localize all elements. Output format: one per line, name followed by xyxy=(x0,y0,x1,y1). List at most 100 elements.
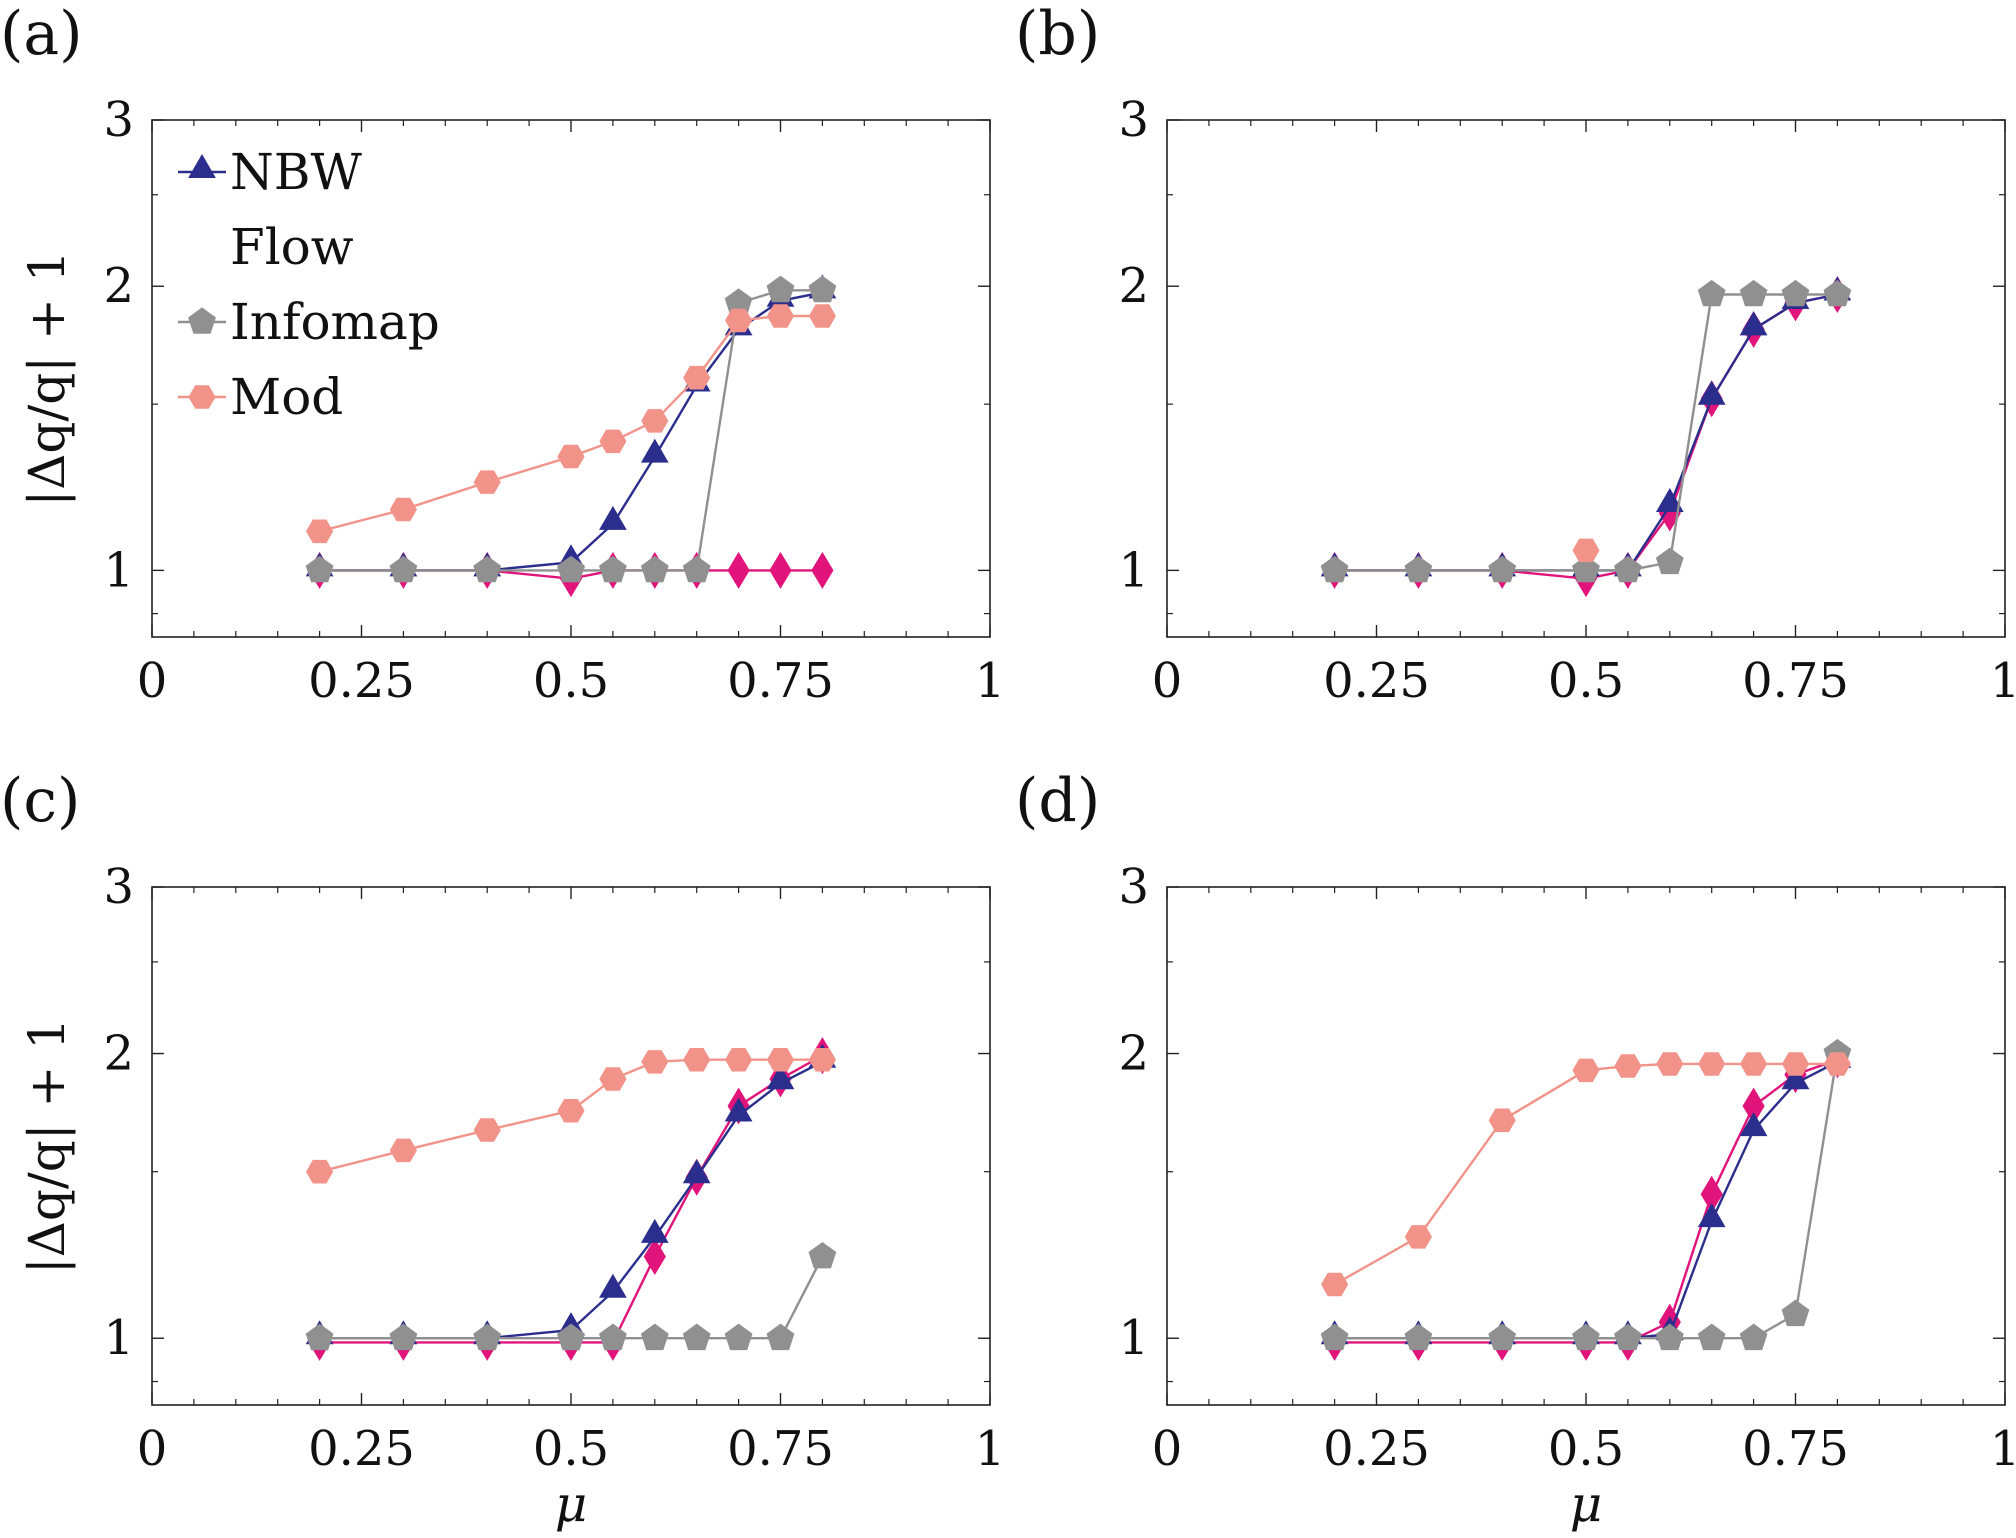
series-line-infomap xyxy=(1334,293,1838,572)
series-line-mod xyxy=(319,314,823,533)
panel-label: (c) xyxy=(0,766,80,836)
y-tick-label: 2 xyxy=(1118,1026,1149,1082)
series-mod xyxy=(306,304,836,544)
data-point-infomap xyxy=(1320,1323,1349,1351)
x-tick-label: 0 xyxy=(137,653,168,709)
series-line-mod xyxy=(1334,1062,1838,1286)
series-nbw xyxy=(1320,1043,1852,1345)
series-line-mod xyxy=(319,1058,823,1173)
series-line-flow xyxy=(319,1054,823,1344)
data-point-infomap xyxy=(1488,555,1517,583)
y-tick-label: 1 xyxy=(1118,1310,1149,1366)
data-point-infomap xyxy=(389,1323,418,1351)
legend-marker-infomap xyxy=(188,307,216,334)
data-point-mod xyxy=(1740,1052,1768,1076)
data-point-infomap xyxy=(599,555,627,583)
x-tick-label: 0.25 xyxy=(1323,653,1430,709)
x-tick-label: 0.25 xyxy=(308,653,415,709)
data-point-mod xyxy=(306,519,334,544)
data-point-mod xyxy=(1572,1058,1600,1083)
x-tick-label: 0 xyxy=(1152,653,1183,709)
x-tick-label: 1 xyxy=(1990,1421,2016,1477)
data-point-nbw xyxy=(1697,380,1726,405)
data-point-mod xyxy=(389,1138,417,1163)
data-point-mod xyxy=(599,1067,627,1091)
data-point-infomap xyxy=(389,555,418,583)
series-nbw xyxy=(305,1043,837,1345)
x-tick-label: 0.75 xyxy=(1742,653,1849,709)
data-point-mod xyxy=(808,1048,836,1072)
series-nbw xyxy=(1320,276,1852,577)
data-point-mod xyxy=(473,1118,501,1142)
series-infomap xyxy=(305,1241,837,1351)
y-tick-label: 2 xyxy=(103,1026,134,1082)
x-axis-label: μ xyxy=(555,1475,588,1533)
data-point-infomap xyxy=(1572,1323,1600,1351)
data-point-nbw xyxy=(1781,1065,1810,1090)
data-point-nbw xyxy=(766,1065,795,1090)
series-line-infomap xyxy=(1334,1053,1839,1340)
series-mod xyxy=(1321,1052,1851,1297)
legend-label-mod: Mod xyxy=(230,368,343,426)
data-point-flow xyxy=(727,551,750,589)
data-point-nbw xyxy=(1655,488,1684,512)
data-point-infomap xyxy=(473,1323,502,1351)
panel-label: (a) xyxy=(0,0,83,69)
data-point-nbw xyxy=(682,1159,711,1184)
x-axis-label: μ xyxy=(1570,1475,1603,1533)
data-point-infomap xyxy=(682,555,711,583)
x-tick-label: 0.75 xyxy=(727,1421,834,1477)
series-flow xyxy=(308,1037,834,1361)
x-tick-label: 1 xyxy=(975,1421,1006,1477)
data-point-infomap xyxy=(766,275,795,303)
data-point-infomap xyxy=(1781,1299,1810,1327)
series-line-infomap xyxy=(319,1256,824,1340)
series-infomap xyxy=(1320,1038,1852,1351)
x-tick-label: 0.25 xyxy=(1323,1421,1430,1477)
series-mod xyxy=(306,1048,836,1184)
series-flow xyxy=(1323,1041,1849,1361)
data-point-infomap xyxy=(1697,279,1726,307)
data-point-mod xyxy=(306,1159,334,1184)
data-point-nbw xyxy=(599,1273,627,1298)
data-point-mod xyxy=(766,304,795,328)
data-point-mod xyxy=(599,429,627,454)
data-point-nbw xyxy=(1739,1112,1768,1137)
legend-marker-nbw xyxy=(188,154,216,178)
data-point-infomap xyxy=(305,1323,334,1351)
data-point-flow xyxy=(811,551,834,589)
x-tick-label: 1 xyxy=(1990,653,2016,709)
series-infomap xyxy=(305,275,837,583)
x-tick-label: 0.5 xyxy=(1548,1421,1624,1477)
data-point-infomap xyxy=(1404,555,1433,583)
data-point-infomap xyxy=(1614,1323,1642,1351)
panel-c: 0 0.25 0.5 0.75 1 1 2 3 (c) |Δq/q| + 1 μ xyxy=(0,766,1005,1533)
data-point-infomap xyxy=(1781,279,1810,307)
series-line-nbw xyxy=(1334,293,1838,572)
data-point-mod xyxy=(641,1050,669,1074)
data-point-nbw xyxy=(640,438,669,463)
data-point-infomap xyxy=(1614,555,1642,583)
data-point-nbw xyxy=(1697,1203,1726,1228)
data-point-mod xyxy=(725,1048,753,1072)
data-point-mod xyxy=(1572,538,1600,563)
data-point-infomap xyxy=(599,1323,627,1351)
data-point-nbw xyxy=(640,1218,669,1243)
data-point-mod xyxy=(683,365,711,390)
data-point-infomap xyxy=(682,1323,711,1351)
data-point-infomap xyxy=(1572,555,1600,583)
data-point-infomap xyxy=(1823,279,1852,307)
data-point-infomap xyxy=(1488,1323,1517,1351)
x-tick-label: 1 xyxy=(975,653,1006,709)
data-point-infomap xyxy=(557,1323,585,1351)
y-tick-label: 3 xyxy=(103,92,134,148)
panel-b: 0 0.25 0.5 0.75 1 1 2 3 (b) xyxy=(1015,0,2016,709)
legend-marker-mod xyxy=(188,385,216,409)
x-tick-label: 0.25 xyxy=(308,1421,415,1477)
data-point-infomap xyxy=(1739,1323,1768,1351)
panel-label: (b) xyxy=(1015,0,1100,69)
legend-label-flow: Flow xyxy=(230,218,354,276)
y-tick-label: 1 xyxy=(1118,542,1149,598)
y-tick-label: 3 xyxy=(1118,859,1149,915)
